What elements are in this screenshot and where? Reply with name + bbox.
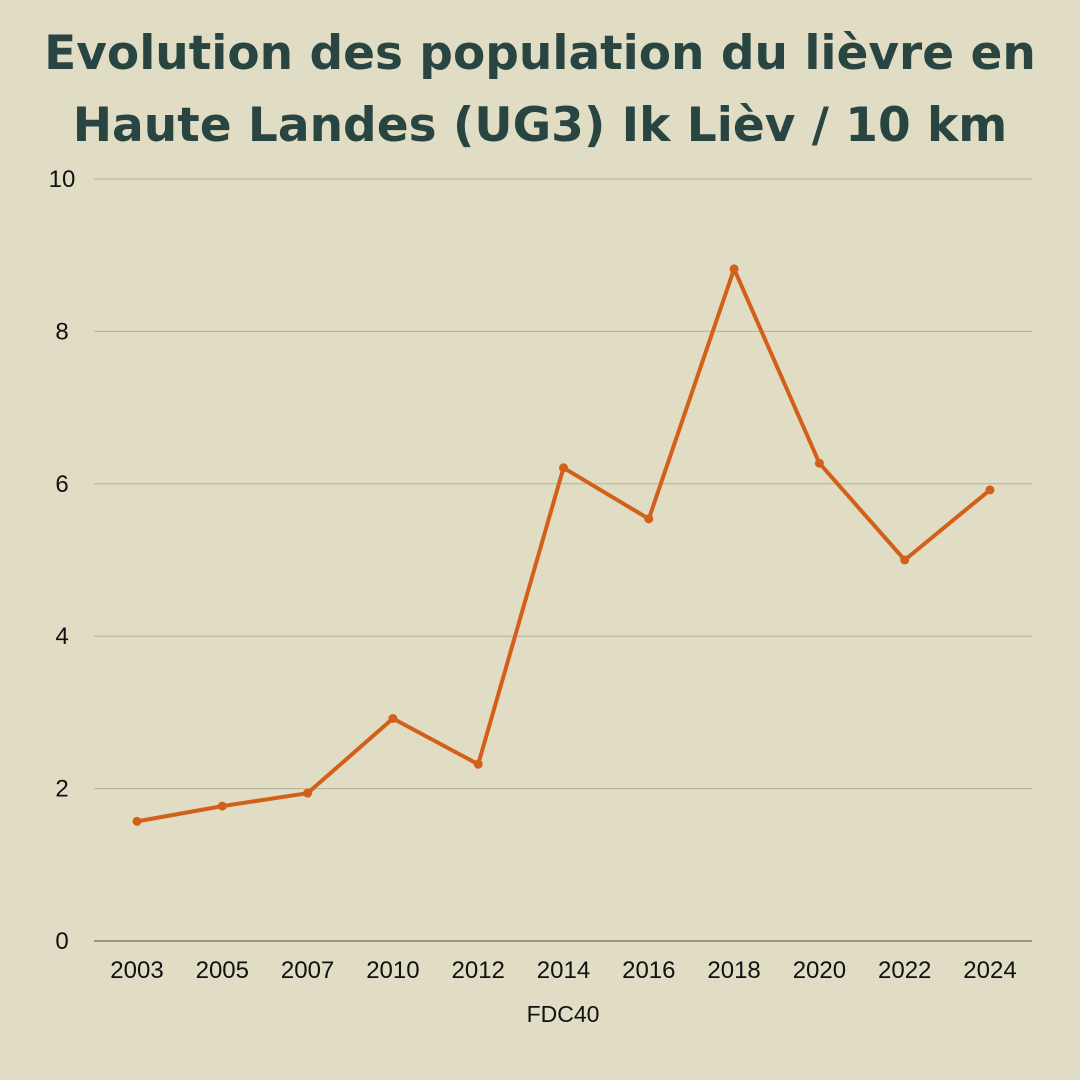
x-tick-label: 2024 [963, 957, 1016, 984]
y-tick-label: 6 [55, 471, 68, 498]
x-tick-label: 2010 [366, 957, 419, 984]
y-tick-labels: 0 2 4 6 8 10 [49, 166, 76, 955]
y-tick-label: 8 [55, 318, 68, 345]
x-tick-label: 2014 [537, 957, 590, 984]
x-tick-label: 2005 [196, 957, 249, 984]
x-axis-label: FDC40 [527, 1001, 600, 1027]
data-point [388, 713, 398, 723]
data-point [729, 264, 739, 274]
chart-title-line-1: Evolution des population du lièvre en [44, 26, 1036, 81]
data-point [303, 788, 313, 798]
y-tick-label: 4 [55, 623, 68, 650]
data-point [644, 514, 654, 524]
y-tick-label: 0 [55, 928, 68, 955]
data-point [132, 816, 142, 826]
x-tick-label: 2020 [793, 957, 846, 984]
x-tick-label: 2022 [878, 957, 931, 984]
data-point [559, 463, 568, 473]
y-tick-label: 2 [55, 776, 68, 803]
y-tick-label: 10 [49, 166, 76, 193]
series-polyline [135, 266, 992, 824]
grid-lines [94, 178, 1032, 790]
x-tick-label: 2007 [281, 957, 334, 984]
chart-title-line-2: Haute Landes (UG3) Ik Lièv / 10 km [72, 98, 1008, 153]
x-tick-label: 2016 [622, 957, 675, 984]
data-point [217, 801, 227, 811]
data-point [985, 485, 995, 495]
data-point [814, 458, 824, 468]
data-point [473, 759, 483, 769]
x-tick-labels: 2003 2005 2007 2010 2012 2014 2016 2018 2020 2022… [110, 957, 1016, 984]
x-tick-label: 2003 [110, 957, 163, 984]
x-tick-label: 2018 [707, 957, 760, 984]
x-tick-label: 2012 [452, 957, 505, 984]
series-line [135, 266, 992, 824]
series-points [132, 264, 995, 826]
chart-title: Evolution des population du lièvre en Ha… [0, 18, 1080, 162]
data-point [900, 555, 910, 565]
